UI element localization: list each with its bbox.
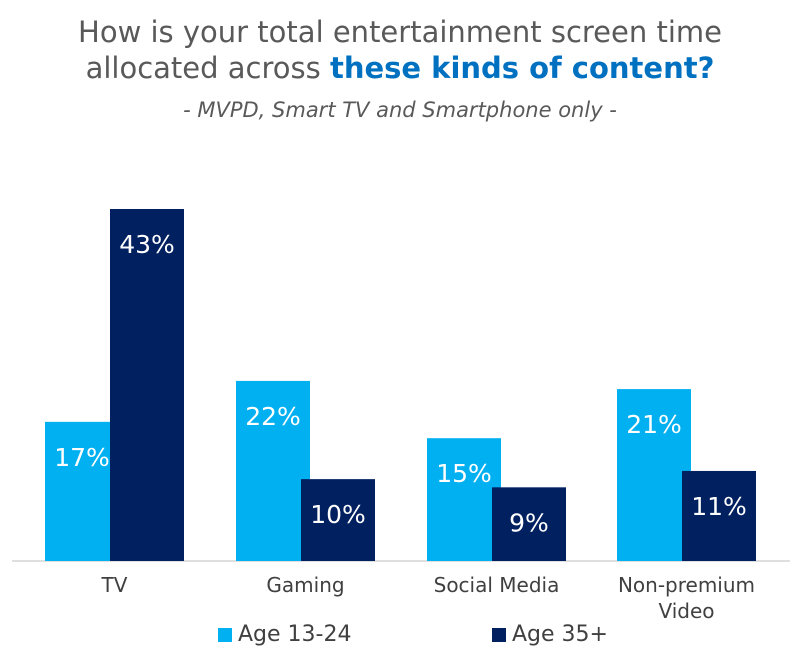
data-label: 17% [54,443,110,472]
data-label: 15% [436,459,492,488]
legend-item-age-13-24: Age 13-24 [218,622,351,647]
title-plain: allocated across [85,51,330,85]
bar-age-35-plus [682,470,756,561]
legend-swatch [492,627,506,642]
category-label: TV [101,573,128,597]
bar-age-13-24 [236,380,310,561]
data-label: 11% [691,492,747,521]
chart-title-line1: How is your total entertainment screen t… [78,15,722,49]
bar-age-35-plus [301,479,375,561]
legend-label: Age 35+ [512,622,608,647]
data-label: 22% [245,402,301,431]
legend-item-age-35-plus: Age 35+ [492,622,608,647]
bar-age-35-plus [492,487,566,561]
bar-age-13-24 [427,438,501,561]
data-label: 10% [310,500,366,529]
title-highlight: these kinds of content? [329,51,715,85]
chart-title-line2: allocated across these kinds of content? [0,50,800,86]
chart-subtitle: - MVPD, Smart TV and Smartphone only - [183,98,617,122]
data-label: 9% [509,508,549,537]
legend-swatch [218,627,232,642]
category-label: Non-premium [618,573,755,597]
bar-age-13-24 [617,389,691,561]
bar-age-13-24 [45,421,119,561]
category-label: Social Media [434,573,560,597]
legend-label: Age 13-24 [238,622,352,647]
data-label: 43% [119,230,175,259]
category-label: Gaming [266,573,344,597]
bar-age-35-plus [110,209,184,561]
data-label: 21% [626,410,682,439]
category-label: Video [658,599,714,623]
